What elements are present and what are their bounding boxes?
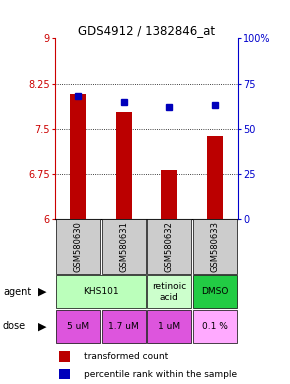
Text: DMSO: DMSO — [201, 287, 229, 296]
Bar — [70, 94, 86, 219]
Title: GDS4912 / 1382846_at: GDS4912 / 1382846_at — [78, 24, 215, 37]
Bar — [56, 275, 146, 308]
Text: GSM580630: GSM580630 — [73, 221, 82, 272]
Bar — [193, 219, 237, 274]
Text: percentile rank within the sample: percentile rank within the sample — [84, 369, 238, 379]
Text: 1.7 uM: 1.7 uM — [108, 322, 139, 331]
Bar — [59, 351, 70, 362]
Text: agent: agent — [3, 287, 31, 297]
Bar — [207, 136, 223, 219]
Bar — [102, 219, 146, 274]
Text: 0.1 %: 0.1 % — [202, 322, 228, 331]
Bar — [147, 310, 191, 343]
Bar — [56, 310, 100, 343]
Text: GSM580631: GSM580631 — [119, 221, 128, 272]
Bar — [56, 219, 100, 274]
Text: transformed count: transformed count — [84, 352, 168, 361]
Text: GSM580632: GSM580632 — [165, 221, 174, 272]
Text: 5 uM: 5 uM — [67, 322, 89, 331]
Bar — [161, 170, 177, 219]
Bar — [147, 275, 191, 308]
Text: ▶: ▶ — [38, 287, 46, 297]
Text: ▶: ▶ — [38, 321, 46, 331]
Bar — [59, 369, 70, 379]
Bar — [193, 275, 237, 308]
Bar — [193, 310, 237, 343]
Text: KHS101: KHS101 — [83, 287, 119, 296]
Bar — [116, 112, 132, 219]
Bar — [102, 310, 146, 343]
Text: retinoic
acid: retinoic acid — [152, 282, 186, 301]
Text: dose: dose — [3, 321, 26, 331]
Text: GSM580633: GSM580633 — [211, 221, 220, 272]
Text: 1 uM: 1 uM — [158, 322, 180, 331]
Bar — [147, 219, 191, 274]
